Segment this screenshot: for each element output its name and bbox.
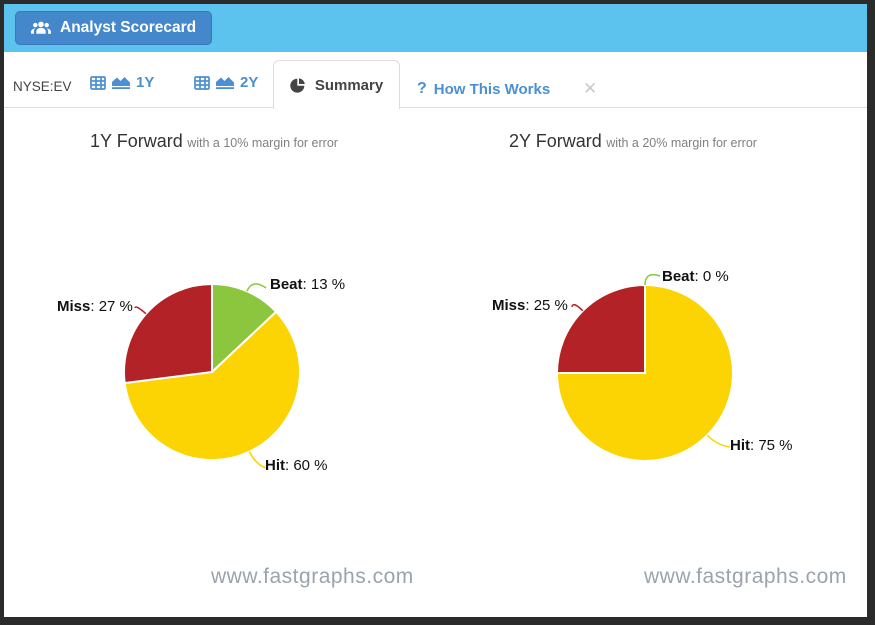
pie-label-hit: Hit: 60 %: [265, 457, 328, 474]
app-button-label: Analyst Scorecard: [60, 19, 197, 36]
chart-title-sub: with a 10% margin for error: [187, 136, 338, 150]
pie-label-miss: Miss: 25 %: [492, 297, 568, 314]
tab-2y[interactable]: 2Y: [194, 74, 258, 91]
pie-slice-miss: [123, 283, 213, 385]
question-mark-icon: ?: [417, 80, 427, 97]
table-icon: [90, 75, 106, 90]
tab-bar: NYSE:EV 1Y: [4, 52, 867, 109]
pie-slice-hit: [123, 310, 301, 461]
chart-title-2y: 2Y Forward with a 20% margin for error: [509, 131, 757, 152]
leader-line-miss: [134, 306, 147, 315]
tab-how-this-works[interactable]: ? How This Works: [417, 80, 550, 98]
leader-line-hit: [248, 451, 267, 469]
close-icon[interactable]: ✕: [583, 79, 598, 98]
tab-1y[interactable]: 1Y: [90, 74, 154, 91]
pie-slice-miss: [556, 284, 646, 374]
chart-title-main: 1Y Forward: [90, 131, 183, 151]
pie-chart-2y-forward: [556, 273, 734, 462]
users-icon: [31, 21, 51, 34]
pie-label-miss: Miss: 27 %: [57, 298, 133, 315]
watermark: www.fastgraphs.com: [211, 565, 414, 588]
pie-label-hit: Hit: 75 %: [730, 437, 793, 454]
pie-label-beat: Beat: 13 %: [270, 276, 346, 293]
pie-label-beat: Beat: 0 %: [662, 268, 729, 285]
tab-2y-label: 2Y: [240, 74, 259, 91]
leader-line-beat: [644, 273, 661, 286]
chart-title-main: 2Y Forward: [509, 131, 602, 151]
chart-title-1y: 1Y Forward with a 10% margin for error: [90, 131, 338, 152]
leader-line-miss: [571, 303, 584, 312]
pie-chart-1y-forward: [123, 283, 301, 469]
tab-summary[interactable]: Summary: [273, 60, 400, 109]
area-chart-icon: [216, 77, 234, 89]
area-chart-icon: [112, 77, 130, 89]
tab-1y-label: 1Y: [136, 74, 155, 91]
tab-help-label: How This Works: [433, 80, 551, 98]
leader-line-hit: [706, 434, 731, 448]
app-header: Analyst Scorecard: [4, 4, 867, 52]
pie-slice-beat: [211, 283, 278, 373]
ticker-label: NYSE:EV: [13, 79, 72, 94]
watermark: www.fastgraphs.com: [644, 565, 847, 588]
window-inner: Analyst Scorecard NYSE:EV: [4, 4, 867, 617]
table-icon: [194, 75, 210, 90]
leader-line-beat: [246, 283, 267, 292]
tab-summary-label: Summary: [314, 76, 384, 94]
analyst-scorecard-button[interactable]: Analyst Scorecard: [15, 11, 213, 45]
chart-title-sub: with a 20% margin for error: [606, 136, 757, 150]
pie-chart-icon: [290, 78, 305, 93]
